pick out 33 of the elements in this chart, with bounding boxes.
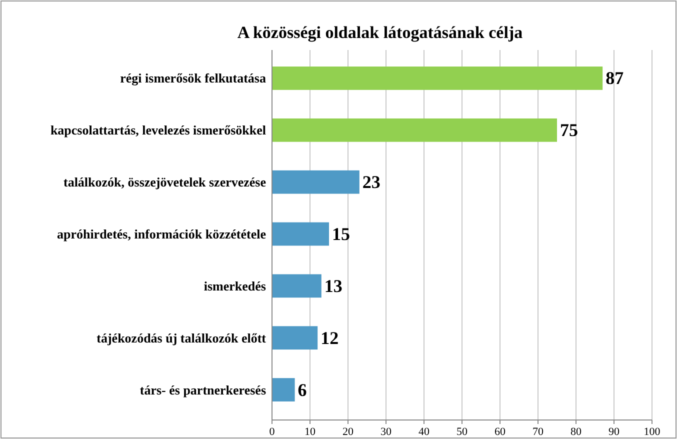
- y-tick-label: társ- és partnerkeresés: [140, 382, 266, 398]
- x-tick-label: 90: [608, 426, 620, 438]
- data-label: 13: [324, 276, 342, 296]
- bar: [272, 326, 318, 350]
- x-tick-label: 20: [342, 426, 354, 438]
- data-label: 6: [298, 380, 307, 400]
- chart-title: A közösségi oldalak látogatásának célja: [237, 23, 524, 42]
- x-tick-label: 30: [380, 426, 392, 438]
- x-tick-label: 40: [418, 426, 430, 438]
- x-tick-label: 60: [494, 426, 506, 438]
- data-label: 87: [606, 68, 624, 88]
- y-tick-label: tájékozódás új találkozók előtt: [96, 330, 267, 346]
- data-label: 15: [332, 224, 350, 244]
- bar: [272, 222, 329, 246]
- x-tick-label: 70: [532, 426, 544, 438]
- x-tick-label: 0: [269, 426, 276, 438]
- bar: [272, 118, 557, 142]
- x-tick-label: 80: [570, 426, 582, 438]
- bar: [272, 274, 322, 298]
- y-tick-label: találkozók, összejövetelek szervezése: [63, 174, 266, 190]
- y-tick-label: apróhirdetés, információk közzététele: [56, 226, 266, 242]
- x-tick-label: 50: [456, 426, 468, 438]
- y-tick-label: kapcsolattartás, levelezés ismerősökkel: [50, 122, 266, 138]
- x-tick-label: 100: [644, 426, 661, 438]
- bar: [272, 170, 360, 194]
- data-label: 75: [560, 120, 578, 140]
- y-tick-label: ismerkedés: [204, 278, 266, 294]
- x-tick-label: 10: [304, 426, 316, 438]
- y-tick-label: régi ismerősök felkutatása: [120, 70, 266, 86]
- bar: [272, 66, 603, 90]
- data-label: 23: [362, 172, 380, 192]
- bar: [272, 378, 295, 402]
- data-label: 12: [320, 328, 339, 348]
